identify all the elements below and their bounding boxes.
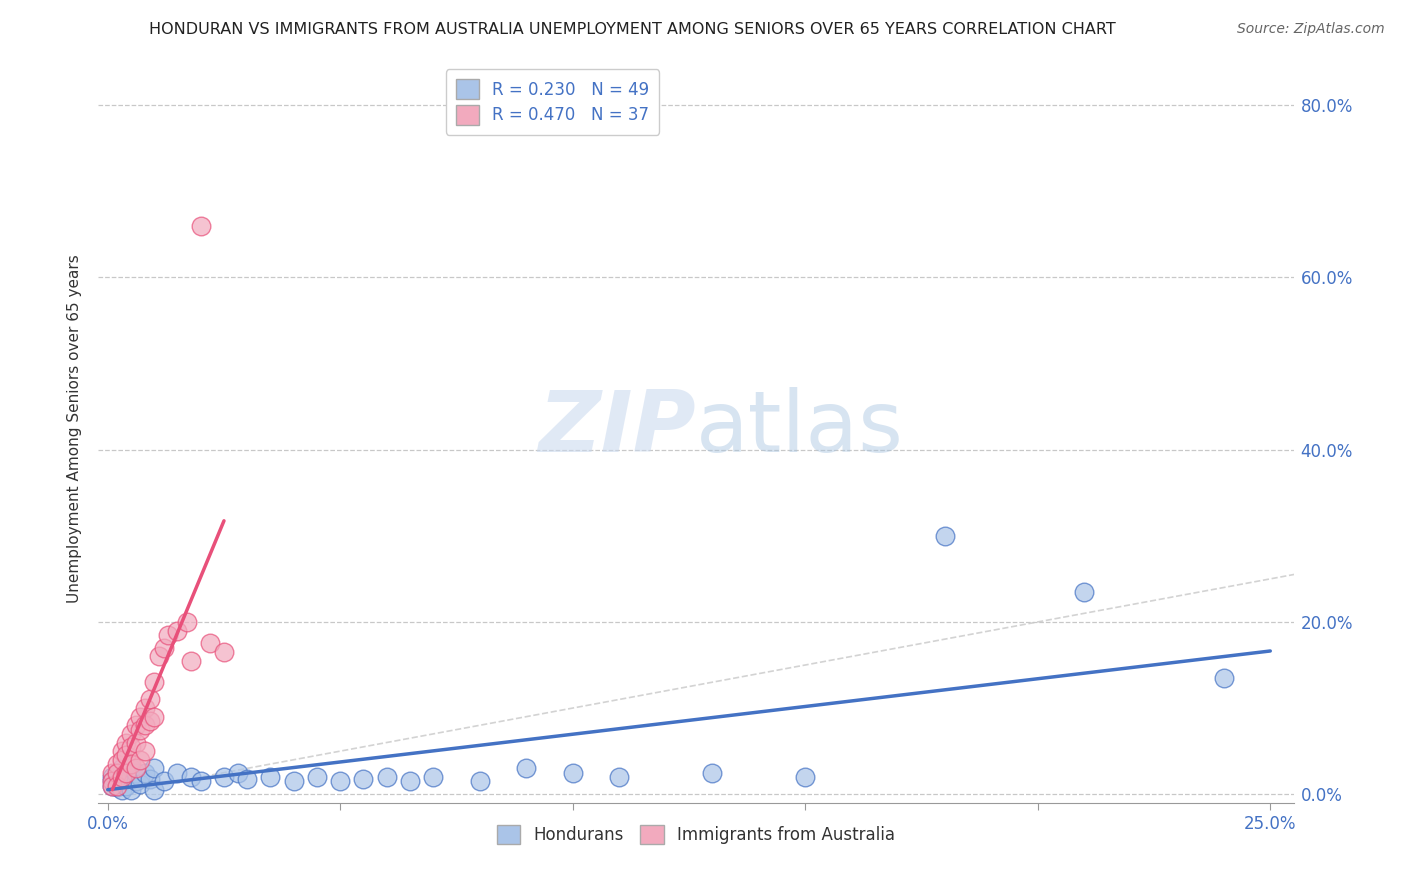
Point bbox=[120, 739, 142, 754]
Point bbox=[101, 765, 124, 780]
Point bbox=[399, 774, 422, 789]
Point bbox=[283, 774, 305, 789]
Point bbox=[236, 772, 259, 786]
Text: HONDURAN VS IMMIGRANTS FROM AUSTRALIA UNEMPLOYMENT AMONG SENIORS OVER 65 YEARS C: HONDURAN VS IMMIGRANTS FROM AUSTRALIA UN… bbox=[149, 22, 1116, 37]
Point bbox=[111, 783, 134, 797]
Point bbox=[180, 770, 202, 784]
Point bbox=[212, 645, 235, 659]
Point bbox=[105, 765, 128, 780]
Point bbox=[212, 770, 235, 784]
Point bbox=[111, 774, 134, 789]
Text: atlas: atlas bbox=[696, 386, 904, 470]
Point bbox=[329, 774, 352, 789]
Point bbox=[180, 654, 202, 668]
Point bbox=[190, 774, 212, 789]
Point bbox=[152, 640, 174, 655]
Legend: Hondurans, Immigrants from Australia: Hondurans, Immigrants from Australia bbox=[491, 818, 901, 851]
Point bbox=[468, 774, 491, 789]
Point bbox=[105, 765, 128, 780]
Point bbox=[124, 765, 146, 780]
Point bbox=[111, 744, 134, 758]
Point bbox=[105, 779, 128, 793]
Point bbox=[129, 709, 152, 723]
Point bbox=[105, 777, 128, 791]
Point bbox=[143, 709, 166, 723]
Point bbox=[259, 770, 281, 784]
Point bbox=[134, 744, 156, 758]
Point bbox=[305, 770, 328, 784]
Text: Source: ZipAtlas.com: Source: ZipAtlas.com bbox=[1237, 22, 1385, 37]
Point bbox=[129, 723, 152, 737]
Point bbox=[124, 718, 146, 732]
Point bbox=[143, 761, 166, 775]
Point bbox=[111, 768, 134, 782]
Point bbox=[422, 770, 444, 784]
Point bbox=[353, 772, 375, 786]
Point bbox=[101, 779, 124, 793]
Y-axis label: Unemployment Among Seniors over 65 years: Unemployment Among Seniors over 65 years bbox=[67, 254, 83, 602]
Point bbox=[120, 761, 142, 775]
Point bbox=[143, 783, 166, 797]
Point bbox=[115, 765, 138, 780]
Point bbox=[702, 765, 724, 780]
Point bbox=[115, 748, 138, 763]
Point bbox=[375, 770, 398, 784]
Point bbox=[124, 761, 146, 775]
Point bbox=[794, 770, 817, 784]
Point bbox=[111, 753, 134, 767]
Point bbox=[101, 774, 124, 789]
Point bbox=[134, 718, 156, 732]
Point bbox=[1073, 584, 1095, 599]
Point bbox=[124, 735, 146, 749]
Point bbox=[198, 636, 221, 650]
Point bbox=[101, 779, 124, 793]
Point bbox=[129, 777, 152, 791]
Point bbox=[115, 772, 138, 786]
Point bbox=[166, 624, 188, 638]
Point bbox=[120, 727, 142, 741]
Point bbox=[129, 753, 152, 767]
Point bbox=[190, 219, 212, 233]
Point bbox=[561, 765, 583, 780]
Point bbox=[176, 615, 198, 629]
Point bbox=[111, 770, 134, 784]
Point bbox=[105, 757, 128, 772]
Point bbox=[1212, 671, 1234, 685]
Point bbox=[934, 529, 956, 543]
Point bbox=[157, 628, 180, 642]
Point bbox=[120, 770, 142, 784]
Point bbox=[115, 779, 138, 793]
Point bbox=[134, 765, 156, 780]
Point bbox=[115, 765, 138, 780]
Point bbox=[148, 649, 170, 664]
Point bbox=[152, 774, 174, 789]
Point bbox=[138, 692, 160, 706]
Point bbox=[607, 770, 630, 784]
Point bbox=[124, 774, 146, 789]
Point bbox=[129, 770, 152, 784]
Point bbox=[120, 757, 142, 772]
Point bbox=[111, 761, 134, 775]
Point bbox=[120, 783, 142, 797]
Point bbox=[226, 765, 249, 780]
Text: ZIP: ZIP bbox=[538, 386, 696, 470]
Point bbox=[138, 714, 160, 728]
Point bbox=[115, 735, 138, 749]
Point bbox=[166, 765, 188, 780]
Point bbox=[101, 770, 124, 784]
Point bbox=[515, 761, 537, 775]
Point bbox=[105, 772, 128, 786]
Point bbox=[101, 774, 124, 789]
Point bbox=[143, 675, 166, 690]
Point bbox=[105, 780, 128, 795]
Point bbox=[134, 701, 156, 715]
Point bbox=[138, 772, 160, 786]
